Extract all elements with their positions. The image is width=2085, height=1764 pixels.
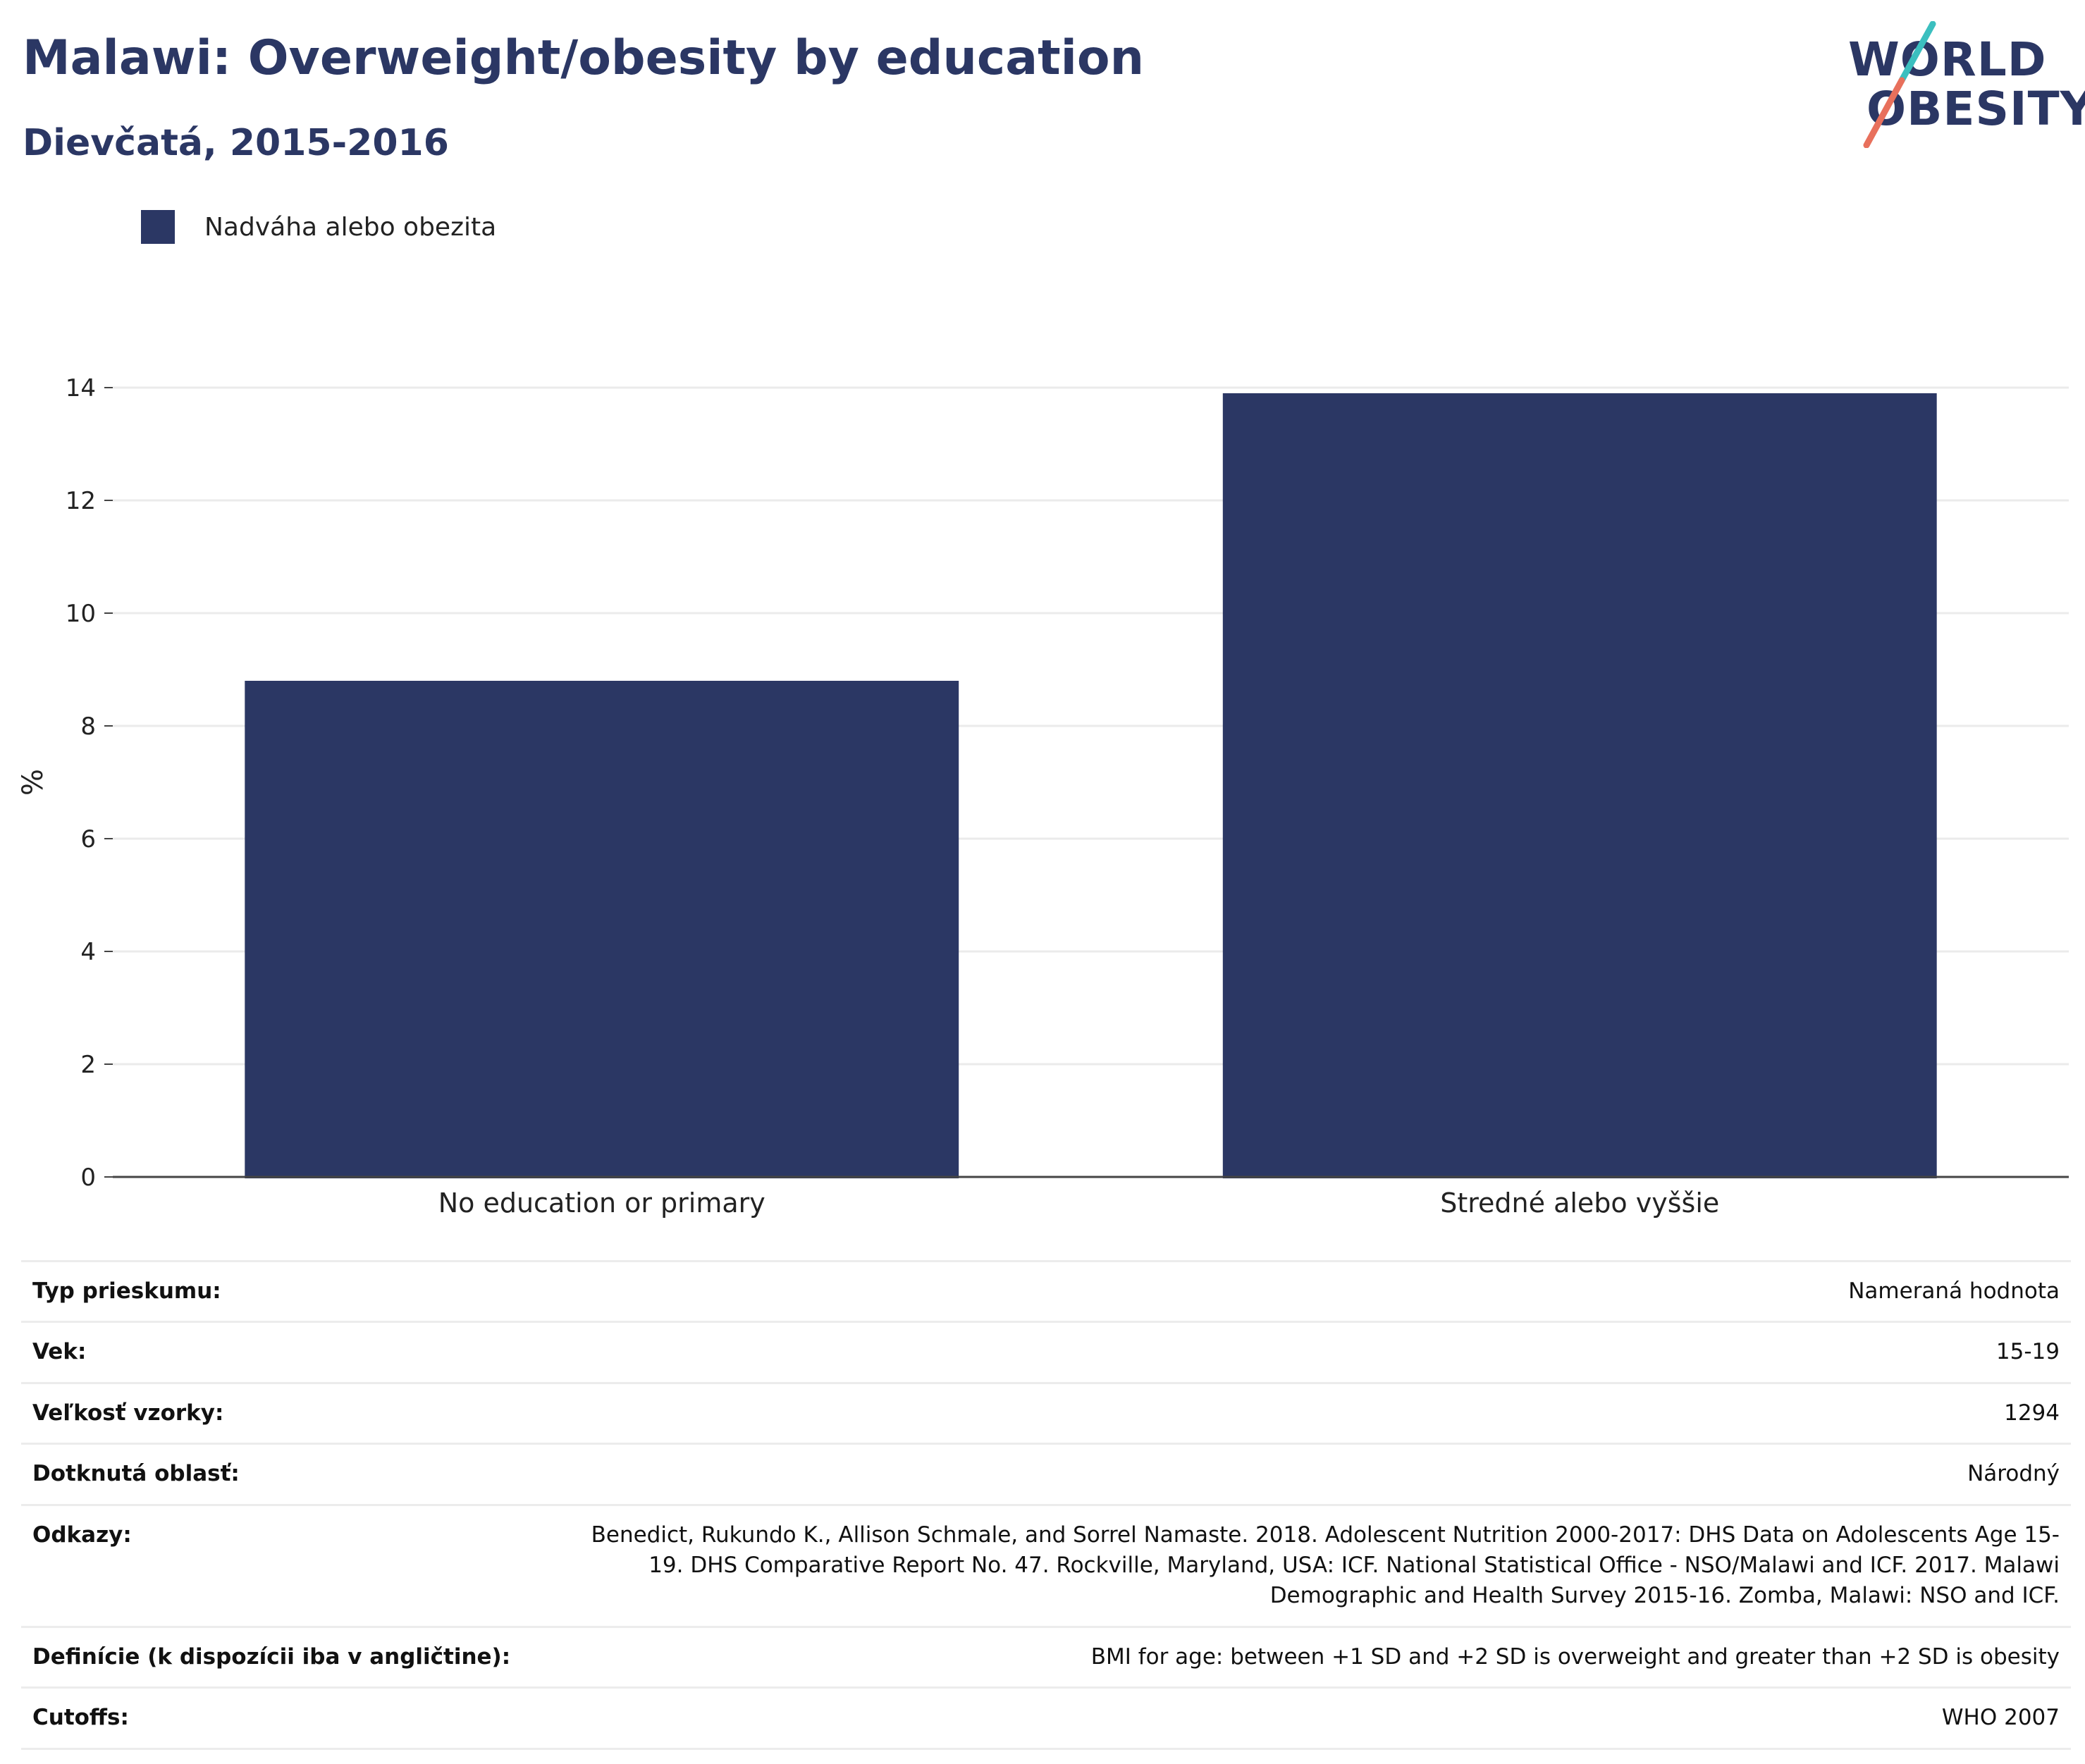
info-value: Národný [1967,1461,2060,1487]
info-value: 1294 [2004,1400,2060,1426]
info-row: Veľkosť vzorky: 1294 [21,1383,2071,1443]
world-obesity-logo: WORLD OBESITY [1833,21,2085,148]
info-row: Typ prieskumu: Nameraná hodnota [21,1261,2071,1322]
info-value: Benedict, Rukundo K., Allison Schmale, a… [591,1522,2060,1609]
legend-swatch [141,210,175,244]
logo-word-world: WORLD [1848,32,2047,87]
info-row: Vek: 15-19 [21,1321,2071,1383]
info-label: Cutoffs: [32,1705,129,1731]
y-axis-title: % [17,769,49,796]
info-row: Cutoffs: WHO 2007 [21,1687,2071,1749]
y-tick-label: 2 [80,1051,96,1079]
info-value: 15-19 [1995,1339,2060,1365]
info-label: Vek: [32,1339,87,1365]
y-tick-label: 8 [80,713,96,741]
y-tick-label: 0 [80,1164,96,1192]
info-value: BMI for age: between +1 SD and +2 SD is … [1090,1643,2060,1670]
bar-chart: 0 2 4 6 8 10 12 14 No education or primary Stred… [17,374,2069,1219]
info-row: Dotknutá oblasť: Národný [21,1443,2071,1505]
y-tick-label: 14 [66,374,96,402]
info-label: Dotknutá oblasť: [32,1461,240,1487]
y-tick-label: 10 [66,600,96,628]
survey-info-table: Typ prieskumu: Nameraná hodnota Vek: 15-19 V… [21,1260,2071,1750]
info-row: Odkazy: Benedict, Rukundo K., Allison Sch… [21,1505,2071,1627]
info-label: Veľkosť vzorky: [32,1400,224,1426]
y-tick-label: 12 [66,487,96,515]
logo-slash-icon [1863,21,1936,148]
y-tick-label: 6 [80,825,96,853]
info-value: WHO 2007 [1941,1705,2060,1731]
chart-subtitle: Dievčatá, 2015-2016 [23,122,449,164]
info-label: Odkazy: [32,1522,132,1548]
bar-1 [245,681,959,1178]
legend: Nadváha alebo obezita [141,209,496,245]
y-tick-label: 4 [80,938,96,966]
bar-2 [1222,393,1937,1178]
info-value: Nameraná hodnota [1848,1278,2060,1304]
x-category-label: No education or primary [438,1188,765,1219]
info-row: Definície (k dispozícii iba v angličtine… [21,1627,2071,1687]
logo-word-obesity: OBESITY [1866,82,2085,136]
info-label: Definície (k dispozícii iba v angličtine… [32,1643,511,1670]
x-category-label: Stredné alebo vyššie [1440,1188,1719,1219]
chart-title: Malawi: Overweight/obesity by education [23,30,1145,86]
legend-label: Nadváha alebo obezita [204,212,497,242]
info-label: Typ prieskumu: [32,1278,221,1304]
